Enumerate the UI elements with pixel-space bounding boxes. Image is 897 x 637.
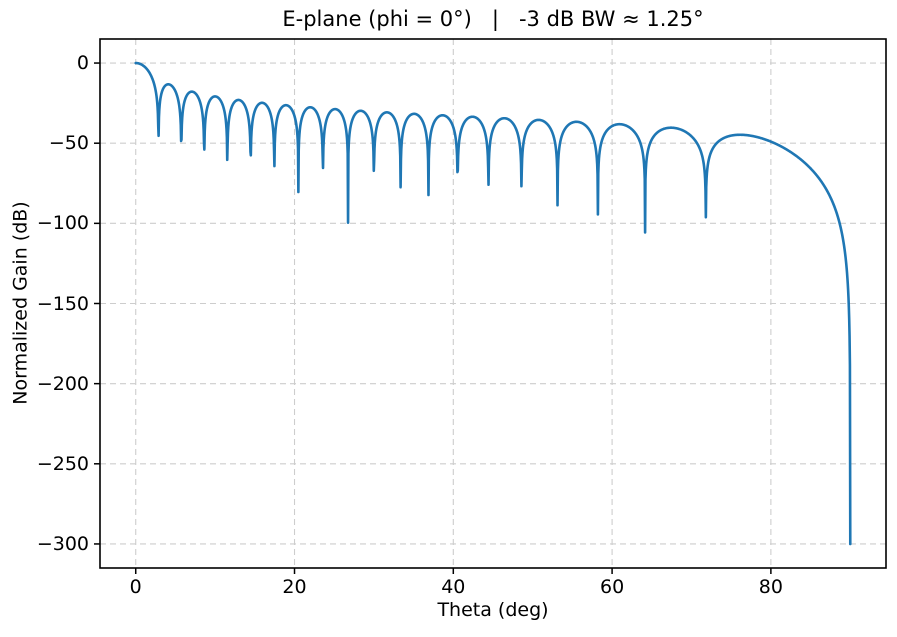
chart-title: E-plane (phi = 0°) | -3 dB BW ≈ 1.25° bbox=[282, 7, 704, 31]
normalized-gain-pattern bbox=[134, 61, 852, 546]
y-tick-label: −150 bbox=[36, 292, 89, 315]
x-tick-label: 20 bbox=[282, 576, 307, 598]
x-tick-label: 40 bbox=[441, 576, 466, 598]
y-tick-label: −50 bbox=[48, 132, 89, 155]
y-tick-label: −100 bbox=[36, 212, 89, 235]
x-tick-label: 80 bbox=[758, 576, 783, 598]
x-tick-label: 60 bbox=[599, 576, 625, 598]
y-tick-label: −300 bbox=[36, 532, 89, 555]
x-axis-label: Theta (deg) bbox=[437, 599, 549, 621]
y-tick-label: −200 bbox=[36, 372, 89, 395]
y-tick-label: 0 bbox=[76, 52, 89, 75]
y-tick-label: −250 bbox=[36, 452, 89, 475]
x-tick-label: 0 bbox=[129, 576, 142, 598]
